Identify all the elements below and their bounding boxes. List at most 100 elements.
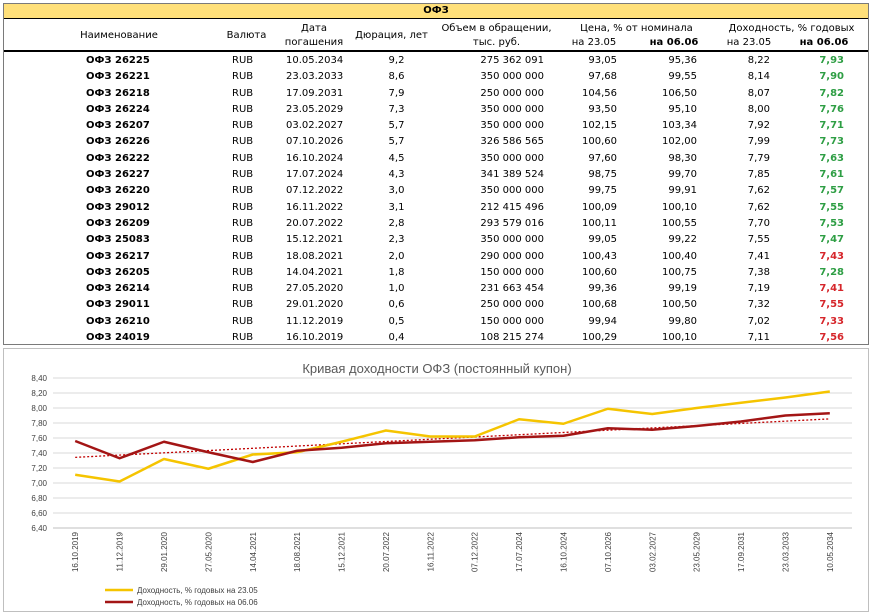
cell-maturity: 29.01.2020 — [286, 299, 344, 311]
cell-price2: 95,10 — [668, 103, 697, 115]
cell-yield1: 7,62 — [747, 185, 770, 197]
cell-duration: 3,0 — [388, 185, 405, 197]
cell-name: ОФЗ 24019 — [86, 332, 150, 344]
cell-currency: RUB — [232, 201, 254, 213]
cell-yield2: 7,76 — [819, 103, 844, 115]
series-line-1 — [75, 390, 830, 483]
cell-currency: RUB — [232, 332, 254, 344]
cell-yield2: 7,28 — [819, 266, 844, 278]
y-tick-label: 6,40 — [31, 524, 47, 533]
cell-currency: RUB — [232, 120, 254, 132]
header-price-date-2: на 06.06 — [649, 37, 699, 48]
cell-volume: 250 000 000 — [480, 299, 544, 311]
cell-name: ОФЗ 26221 — [86, 71, 150, 83]
cell-currency: RUB — [232, 250, 254, 262]
cell-price1: 100,29 — [582, 332, 617, 344]
header-volume-1: Объем в обращении, — [441, 23, 552, 34]
cell-currency: RUB — [232, 299, 254, 311]
cell-price1: 99,05 — [588, 234, 617, 246]
table-row: ОФЗ 26205 RUB 14.04.2021 1,8 150 000 000 100,… — [4, 265, 868, 281]
cell-currency: RUB — [232, 234, 254, 246]
table-row: ОФЗ 26226 RUB 07.10.2026 5,7 326 586 565 100,… — [4, 134, 868, 150]
x-tick-label: 16.10.2019 — [71, 531, 80, 572]
header-volume-2: тыс. руб. — [472, 37, 521, 48]
cell-yield2: 7,43 — [819, 250, 844, 262]
cell-price2: 102,00 — [662, 136, 697, 148]
cell-name: ОФЗ 26218 — [86, 87, 150, 99]
header-yield: Доходность, % годовых — [728, 23, 855, 34]
cell-price2: 100,10 — [662, 201, 697, 213]
table-row: ОФЗ 26214 RUB 27.05.2020 1,0 231 663 454 99,3… — [4, 281, 868, 297]
cell-duration: 0,5 — [388, 315, 405, 327]
cell-price2: 100,40 — [662, 250, 697, 262]
cell-yield1: 7,02 — [747, 315, 770, 327]
cell-maturity: 18.08.2021 — [286, 250, 344, 262]
cell-volume: 212 415 496 — [480, 201, 544, 213]
cell-yield1: 7,70 — [747, 217, 770, 229]
cell-yield2: 7,63 — [819, 152, 844, 164]
cell-duration: 5,7 — [388, 120, 405, 132]
cell-maturity: 16.11.2022 — [286, 201, 344, 213]
cell-volume: 350 000 000 — [480, 103, 544, 115]
cell-currency: RUB — [232, 315, 254, 327]
cell-price2: 98,30 — [668, 152, 697, 164]
cell-name: ОФЗ 26207 — [86, 120, 150, 132]
x-tick-label: 23.05.2029 — [693, 531, 702, 572]
cell-currency: RUB — [232, 283, 254, 295]
cell-duration: 2,0 — [388, 250, 405, 262]
header-duration: Дюрация, лет — [355, 30, 428, 41]
cell-currency: RUB — [232, 55, 254, 66]
table-row: ОФЗ 26227 RUB 17.07.2024 4,3 341 389 524 98,7… — [4, 167, 868, 183]
cell-yield2: 7,82 — [819, 87, 844, 99]
header-yield-date-2: на 06.06 — [799, 37, 849, 48]
cell-yield1: 7,62 — [747, 201, 770, 213]
cell-yield1: 8,22 — [747, 55, 770, 66]
x-tick-label: 14.04.2021 — [249, 531, 258, 572]
table-body: ОФЗ 26225 RUB 10.05.2034 9,2 275 362 091 93,0… — [4, 53, 868, 346]
table-row: ОФЗ 29012 RUB 16.11.2022 3,1 212 415 496 100,… — [4, 200, 868, 216]
chart-title: Кривая доходности ОФЗ (постоянный купон) — [302, 361, 571, 376]
cell-volume: 275 362 091 — [480, 55, 544, 66]
cell-currency: RUB — [232, 169, 254, 181]
cell-yield2: 7,61 — [819, 169, 844, 181]
cell-volume: 326 586 565 — [480, 136, 544, 148]
header-yield-date-1: на 23.05 — [726, 37, 772, 48]
header-price-date-1: на 23.05 — [571, 37, 617, 48]
table-row: ОФЗ 26220 RUB 07.12.2022 3,0 350 000 000 99,7… — [4, 183, 868, 199]
cell-price2: 99,70 — [668, 169, 697, 181]
cell-duration: 1,8 — [388, 266, 405, 278]
cell-volume: 150 000 000 — [480, 266, 544, 278]
cell-currency: RUB — [232, 136, 254, 148]
cell-currency: RUB — [232, 185, 254, 197]
cell-yield2: 7,47 — [819, 234, 844, 246]
cell-price2: 95,36 — [668, 55, 697, 66]
cell-yield1: 8,00 — [747, 103, 770, 115]
y-tick-label: 7,60 — [31, 434, 47, 443]
cell-name: ОФЗ 26220 — [86, 185, 150, 197]
cell-duration: 7,3 — [388, 103, 405, 115]
cell-name: ОФЗ 26209 — [86, 217, 150, 229]
cell-price1: 98,75 — [588, 169, 617, 181]
cell-name: ОФЗ 26205 — [86, 266, 150, 278]
cell-duration: 9,2 — [388, 55, 405, 66]
cell-volume: 350 000 000 — [480, 152, 544, 164]
x-tick-label: 20.07.2022 — [382, 531, 391, 572]
x-tick-label: 29.01.2020 — [160, 531, 169, 572]
table-row: ОФЗ 24019 RUB 16.10.2019 0,4 108 215 274 100,… — [4, 330, 868, 346]
header-name: Наименование — [80, 30, 158, 41]
cell-name: ОФЗ 26222 — [86, 152, 150, 164]
cell-price1: 99,36 — [588, 283, 617, 295]
table-row: ОФЗ 26225 RUB 10.05.2034 9,2 275 362 091 93,0… — [4, 53, 868, 69]
cell-maturity: 16.10.2019 — [286, 332, 344, 344]
table-row: ОФЗ 26209 RUB 20.07.2022 2,8 293 579 016 100,… — [4, 216, 868, 232]
y-tick-label: 7,80 — [31, 419, 47, 428]
cell-currency: RUB — [232, 217, 254, 229]
table-title: ОФЗ — [4, 4, 868, 19]
cell-duration: 0,6 — [388, 299, 405, 311]
x-tick-label: 07.10.2026 — [604, 531, 613, 572]
cell-duration: 8,6 — [388, 71, 405, 83]
cell-price2: 99,55 — [668, 71, 697, 83]
cell-yield1: 7,32 — [747, 299, 770, 311]
x-tick-label: 17.07.2024 — [515, 531, 524, 572]
